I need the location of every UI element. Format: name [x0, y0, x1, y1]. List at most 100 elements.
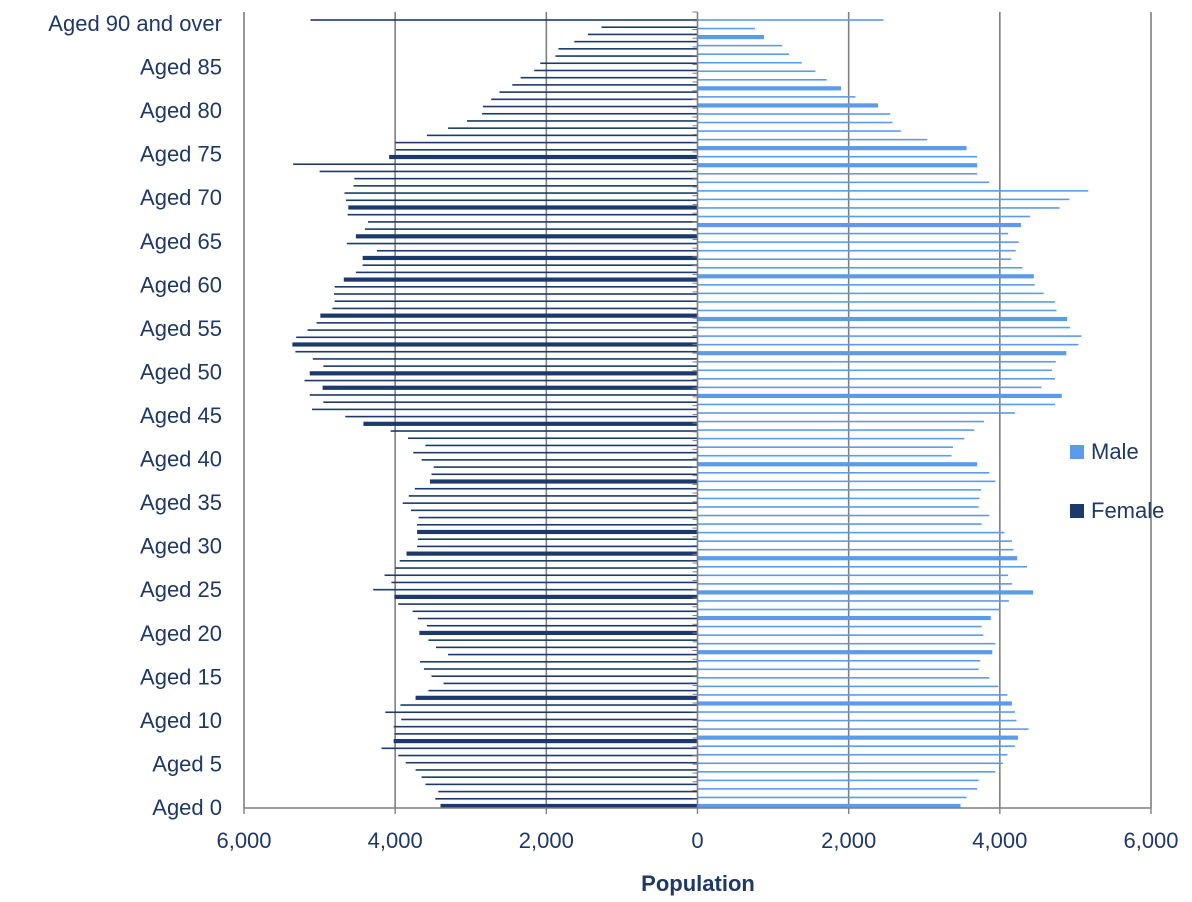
bar-male	[697, 181, 990, 184]
bar-male	[697, 378, 1056, 380]
bar-male	[697, 489, 981, 491]
bar-female	[491, 98, 698, 101]
bar-male	[697, 796, 967, 799]
bar-male	[697, 719, 1017, 722]
bar-male	[697, 130, 901, 132]
bar-female	[323, 401, 698, 403]
legend: Male Female	[1070, 439, 1164, 523]
bar-female	[555, 55, 698, 57]
bar-male	[697, 249, 1016, 252]
bar-female	[558, 48, 698, 50]
bar-female	[307, 329, 698, 331]
bar-female	[334, 300, 698, 303]
bar-female	[429, 479, 698, 484]
bar-male	[697, 437, 965, 440]
bar-female	[373, 588, 698, 591]
bar-female	[390, 430, 698, 432]
bar-male	[697, 190, 1089, 192]
bar-female	[440, 803, 698, 809]
bar-female	[419, 630, 698, 636]
bar-female	[418, 516, 698, 519]
bar-male	[697, 335, 1082, 337]
legend-female-swatch	[1070, 504, 1084, 518]
bar-female	[428, 639, 698, 641]
bar-male	[697, 548, 1014, 551]
y-tick-label: Aged 90 and over	[48, 11, 222, 36]
bar-female	[353, 185, 698, 187]
bar-female	[395, 148, 698, 151]
bar-male	[697, 266, 1023, 269]
bar-male	[697, 232, 1009, 235]
bar-female	[408, 495, 698, 497]
bar-male	[697, 701, 1012, 706]
bar-male	[697, 677, 990, 679]
bar-female	[346, 199, 698, 202]
bar-female	[293, 163, 698, 166]
bar-male	[697, 369, 1052, 372]
bar-male	[697, 454, 952, 457]
bar-male	[697, 659, 981, 662]
bar-female	[426, 134, 698, 137]
bar-male	[697, 19, 884, 21]
bar-female	[420, 660, 698, 663]
y-tick-label: Aged 10	[140, 708, 222, 733]
bar-male	[697, 301, 1056, 303]
bar-female	[355, 271, 698, 274]
bar-female	[394, 594, 698, 599]
bar-female	[423, 668, 698, 670]
bar-male	[697, 284, 1035, 286]
bar-female	[587, 33, 698, 36]
y-tick-label: Aged 80	[140, 98, 222, 123]
y-tick-label: Aged 75	[140, 142, 222, 167]
bar-female	[438, 790, 698, 793]
bar-female	[540, 62, 698, 65]
bar-female	[332, 307, 698, 310]
bar-female	[520, 76, 698, 79]
bar-female	[534, 69, 698, 72]
bar-female	[433, 466, 698, 468]
bar-female	[385, 711, 698, 714]
y-tick-label: Aged 5	[152, 751, 222, 776]
bar-female	[391, 581, 698, 584]
bar-male	[697, 146, 967, 151]
bar-male	[697, 694, 1008, 696]
bar-female	[499, 91, 698, 93]
bar-male	[697, 96, 856, 98]
bar-female	[312, 358, 698, 360]
y-tick-label: Aged 65	[140, 229, 222, 254]
bar-female	[393, 725, 698, 728]
x-tick-label: 4,000	[368, 828, 423, 853]
bar-male	[697, 590, 1034, 595]
bar-female	[466, 120, 698, 122]
bar-male	[697, 360, 1056, 363]
bar-male	[697, 207, 1060, 209]
bar-female	[394, 733, 698, 735]
bar-female	[417, 538, 698, 540]
y-tick-label: Aged 45	[140, 403, 222, 428]
bar-female	[426, 624, 698, 627]
bar-male	[697, 53, 789, 55]
y-tick-label: Aged 85	[140, 55, 222, 80]
bar-female	[421, 776, 698, 778]
bar-female	[334, 286, 698, 288]
bar-female	[345, 415, 698, 418]
bar-male	[697, 446, 953, 448]
bar-male	[697, 172, 978, 175]
bar-female	[309, 371, 698, 376]
bar-female	[401, 718, 698, 721]
bar-male	[697, 650, 993, 655]
bar-male	[697, 753, 1008, 756]
bar-female	[431, 675, 698, 678]
bar-female	[601, 26, 698, 29]
x-tick-labels: 6,000 4,000 2,000 0 2,000 4,000 6,000	[216, 828, 1178, 853]
legend-male-label: Male	[1091, 439, 1139, 464]
bar-male	[697, 556, 1018, 561]
bar-male	[697, 771, 996, 773]
bar-male	[697, 788, 978, 790]
bar-male	[697, 351, 1067, 356]
bar-male	[697, 155, 978, 158]
bar-female	[415, 695, 698, 700]
bar-female	[355, 234, 698, 239]
bar-female	[428, 689, 698, 692]
bar-male	[697, 27, 755, 30]
